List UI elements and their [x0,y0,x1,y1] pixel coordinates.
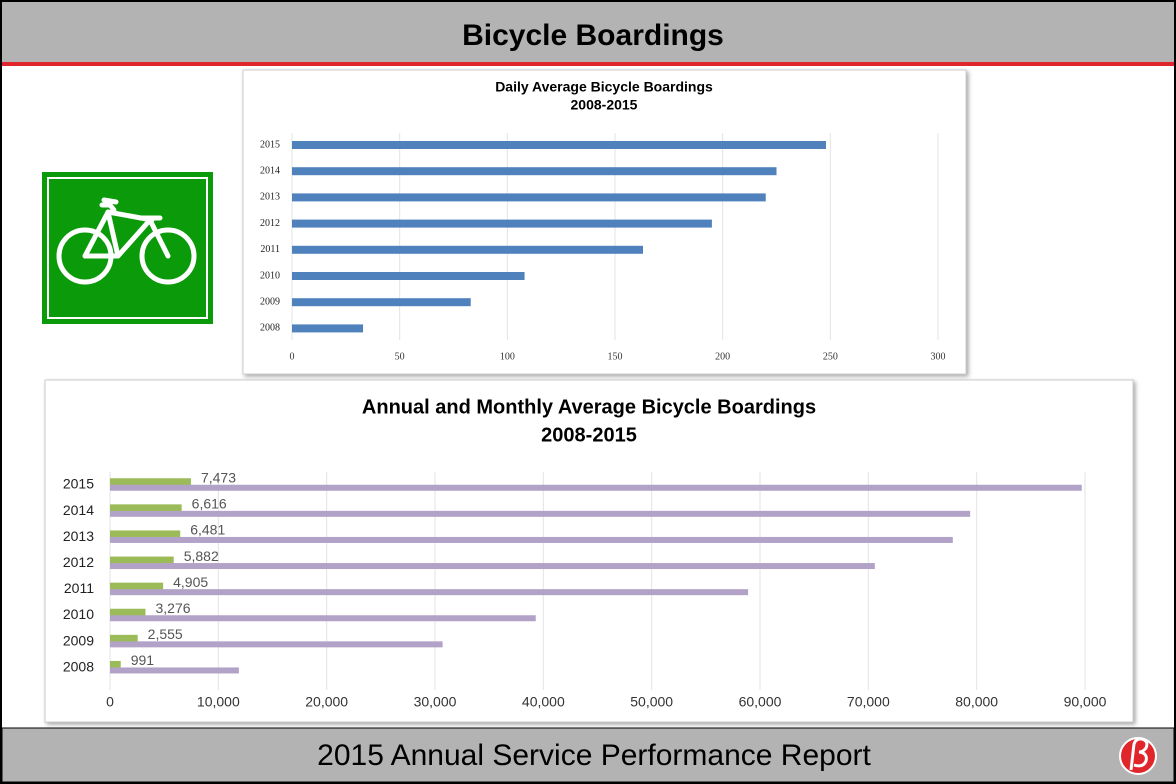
header-bar [2,2,1174,62]
footer-text: 2015 Annual Service Performance Report [317,739,871,772]
x-tick-label: 20,000 [305,694,348,710]
header-rule [2,62,1174,66]
bar [110,510,971,517]
x-tick-label: 0 [290,351,295,362]
bar [110,608,146,616]
bar [110,634,138,642]
x-tick-label: 10,000 [197,694,240,710]
bar [110,589,749,596]
data-label: 6,616 [192,496,227,512]
bar [110,615,536,622]
bar [292,219,712,228]
x-tick-label: 40,000 [522,694,565,710]
y-tick-label: 2015 [260,139,280,150]
y-tick-label: 2011 [64,580,94,596]
bar [292,141,827,149]
chart-subtitle: 2008-2015 [571,97,638,113]
y-tick-label: 2012 [260,218,280,229]
x-tick-label: 90,000 [1064,694,1107,710]
bar [292,298,471,307]
x-tick-label: 50 [395,351,405,362]
y-tick-label: 2014 [63,502,94,518]
data-label: 5,882 [184,548,219,564]
y-tick-label: 2014 [260,165,280,176]
x-tick-label: 150 [608,351,623,362]
bar [110,641,443,648]
data-label: 3,276 [155,600,190,616]
x-tick-label: 100 [500,351,515,362]
y-tick-label: 2011 [260,244,280,255]
y-tick-label: 2008 [63,658,94,674]
bar [292,245,643,254]
x-tick-label: 0 [106,694,114,710]
y-tick-label: 2012 [63,554,94,570]
bar [292,324,364,333]
y-tick-label: 2013 [260,192,280,203]
data-label: 4,905 [173,574,208,590]
x-tick-label: 60,000 [739,694,782,710]
x-tick-label: 80,000 [955,694,998,710]
chart-panel [44,379,1134,723]
x-tick-label: 30,000 [414,694,457,710]
data-label: 2,555 [148,626,183,642]
y-tick-label: 2010 [63,606,94,622]
x-tick-label: 50,000 [630,694,673,710]
bar [110,582,164,590]
chart-title: Annual and Monthly Average Bicycle Board… [362,396,816,418]
bar [110,556,174,564]
y-tick-label: 2008 [260,323,280,334]
data-label: 7,473 [201,469,236,485]
y-tick-label: 2013 [63,528,94,544]
bar [110,563,875,570]
y-tick-label: 2010 [260,270,280,281]
y-tick-label: 2009 [63,632,94,648]
bar [292,193,766,202]
chart-subtitle: 2008-2015 [541,424,637,446]
y-tick-label: 2015 [63,476,94,492]
bar [110,478,191,486]
bar [110,484,1082,491]
x-tick-label: 250 [823,351,838,362]
logo [1119,737,1157,775]
bicycle-icon [42,172,213,324]
bar [292,272,525,280]
chart-title: Daily Average Bicycle Boardings [495,79,713,95]
page-title: Bicycle Boardings [462,19,724,52]
data-label: 6,481 [190,522,225,538]
x-tick-label: 300 [931,351,946,362]
data-label: 991 [131,652,155,668]
footer-bar [1,727,1175,783]
bar [110,530,181,538]
bar [110,667,239,674]
bar [110,660,121,668]
bar [110,536,953,543]
x-tick-label: 200 [715,351,730,362]
y-tick-label: 2009 [260,296,280,307]
bar [292,167,777,176]
bar [110,504,182,512]
x-tick-label: 70,000 [847,694,890,710]
